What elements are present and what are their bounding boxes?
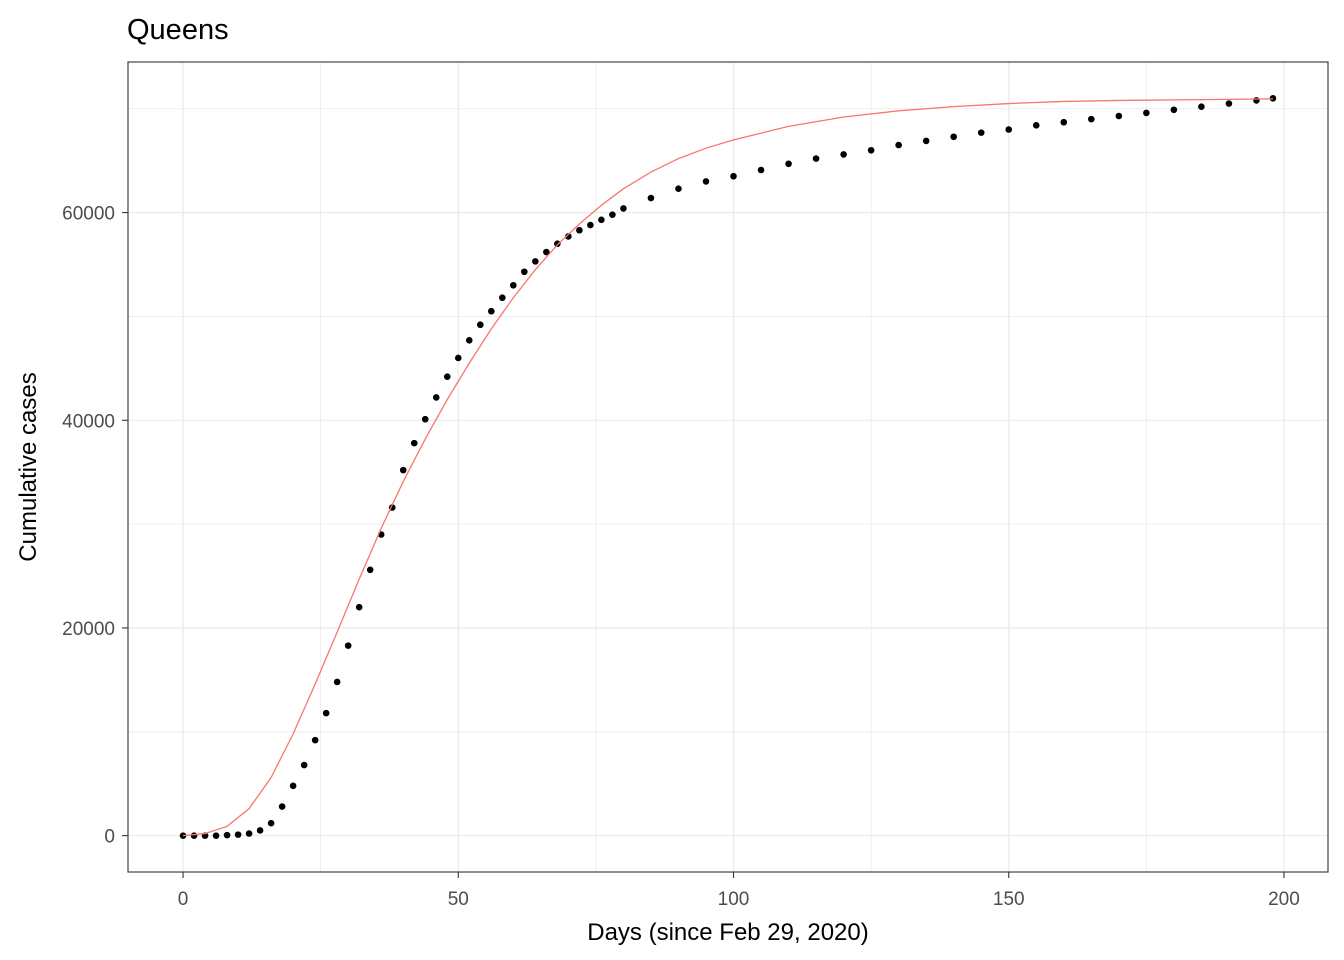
data-point <box>1060 118 1068 126</box>
data-point <box>543 248 550 256</box>
data-point <box>521 268 528 276</box>
data-point <box>812 155 820 162</box>
data-point <box>344 642 352 649</box>
data-point <box>289 782 297 790</box>
data-point <box>1198 103 1205 110</box>
data-point <box>476 321 484 329</box>
series-layer <box>179 95 1277 839</box>
data-point <box>432 394 440 401</box>
data-point <box>421 415 429 423</box>
data-point <box>399 466 407 474</box>
major-gridlines <box>128 62 1328 872</box>
y-axis-title: Cumulative cases <box>15 372 42 561</box>
data-point <box>454 354 462 362</box>
data-point <box>1269 95 1277 102</box>
data-point <box>532 258 539 265</box>
data-point <box>322 709 330 717</box>
x-axis: 0 50 100 150 200 <box>178 872 1300 910</box>
y-tick-label: 40000 <box>62 411 115 432</box>
data-point <box>1005 126 1013 133</box>
y-tick-label: 60000 <box>62 204 115 225</box>
x-tick-label: 50 <box>448 889 469 910</box>
chart-title: Queens <box>127 14 229 46</box>
data-point <box>300 761 308 769</box>
data-point <box>234 831 242 838</box>
data-point <box>867 146 875 154</box>
data-point <box>598 216 605 224</box>
x-tick-label: 200 <box>1268 889 1300 910</box>
data-point <box>609 211 616 218</box>
panel-border <box>127 61 1329 873</box>
data-point <box>840 151 847 158</box>
x-tick-label: 100 <box>718 889 750 910</box>
y-tick-label: 0 <box>104 827 115 848</box>
data-point <box>730 172 737 180</box>
data-point <box>620 205 627 212</box>
data-point <box>355 603 363 611</box>
y-tick-label: 20000 <box>62 619 115 640</box>
data-point <box>366 566 374 574</box>
data-point <box>1253 97 1260 104</box>
data-point <box>554 240 561 248</box>
x-axis-title: Days (since Feb 29, 2020) <box>587 919 868 946</box>
data-point <box>757 166 765 174</box>
data-point <box>212 832 220 839</box>
data-point <box>576 226 583 234</box>
data-point <box>1170 106 1178 114</box>
data-point <box>647 194 655 202</box>
data-point <box>1143 109 1150 117</box>
data-point <box>675 185 682 192</box>
data-point <box>895 141 902 149</box>
y-axis: 0 20000 40000 60000 <box>62 204 128 848</box>
data-point <box>488 307 495 315</box>
data-point <box>510 281 517 289</box>
data-point <box>702 178 710 185</box>
data-point <box>333 678 341 686</box>
data-point <box>245 830 253 837</box>
data-point <box>1088 115 1095 123</box>
data-point <box>443 373 451 380</box>
plot-panel <box>127 61 1329 873</box>
data-point <box>587 221 594 229</box>
data-point <box>223 831 231 839</box>
data-point <box>499 294 506 302</box>
minor-gridlines <box>128 62 1328 872</box>
data-point <box>950 133 957 141</box>
fit-line <box>182 98 1273 837</box>
data-point <box>1115 112 1123 120</box>
data-point <box>410 439 418 447</box>
data-point <box>1032 122 1040 129</box>
data-point <box>311 736 319 744</box>
data-point <box>267 819 275 827</box>
data-point <box>977 129 985 136</box>
data-point <box>785 160 792 168</box>
data-point <box>565 233 572 240</box>
data-point <box>1225 100 1233 107</box>
data-point <box>922 137 930 145</box>
data-point <box>190 832 198 839</box>
x-tick-label: 150 <box>993 889 1025 910</box>
data-point <box>256 827 264 834</box>
data-point <box>278 803 286 810</box>
data-point <box>465 337 473 344</box>
x-tick-label: 0 <box>178 889 189 910</box>
